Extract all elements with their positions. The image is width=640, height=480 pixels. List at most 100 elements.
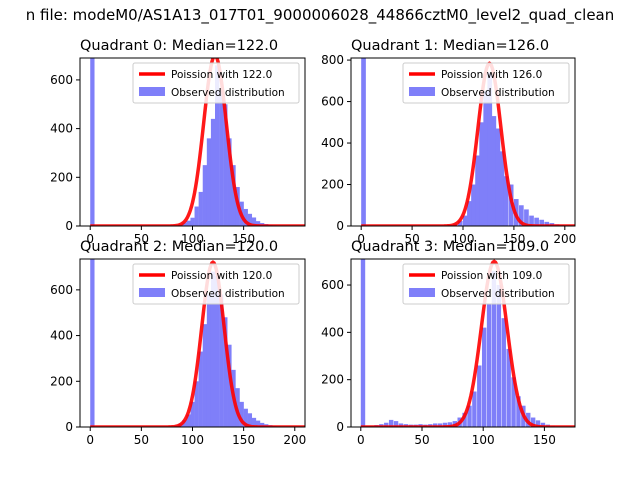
y-tick-label: 400 <box>321 325 344 339</box>
histogram-bar <box>457 220 463 226</box>
legend-label-curve: Poission with 109.0 <box>441 270 542 282</box>
histogram-bar <box>529 215 534 226</box>
histogram-bar <box>223 317 228 427</box>
histogram-bar <box>442 422 448 427</box>
x-tick-label: 200 <box>283 433 306 447</box>
legend: Poission with 122.0 Observed distribution <box>132 62 300 104</box>
y-tick-label: 0 <box>336 420 344 434</box>
histogram-bar <box>190 217 195 226</box>
y-tick-label: 200 <box>321 373 344 387</box>
x-tick-label: 150 <box>232 232 255 246</box>
legend: Poission with 109.0 Observed distribution <box>402 263 570 305</box>
histogram-bar <box>519 205 524 226</box>
histogram-bar <box>186 220 191 226</box>
histogram-bar <box>540 422 546 427</box>
histogram-bar <box>475 155 480 226</box>
histogram-bar <box>227 138 232 226</box>
legend-patch-swatch <box>139 87 165 96</box>
y-tick-label: 600 <box>50 283 73 297</box>
histogram-bar <box>503 176 509 226</box>
histogram-bar <box>539 219 545 226</box>
x-tick-label: 100 <box>181 232 204 246</box>
histogram-bar <box>384 422 389 427</box>
y-tick-label: 600 <box>321 278 344 292</box>
histogram-bar <box>202 165 208 226</box>
subplot-2: 0 50 100 150 200 0 200 400 600 Quadrant 2: Median… <box>50 239 306 447</box>
y-tick-label: 200 <box>50 374 73 388</box>
poisson-curve <box>90 260 305 427</box>
histogram-bar <box>495 128 501 226</box>
legend-label-curve: Poission with 122.0 <box>171 69 272 81</box>
histogram-bar <box>255 221 261 226</box>
histogram-bar <box>231 165 236 226</box>
x-tick-label: 50 <box>414 433 429 447</box>
histogram-bar <box>506 348 511 427</box>
subplot-0: 0 50 100 150 0 200 400 600 Quadrant 0: Median=12… <box>50 38 306 246</box>
y-tick-label: 800 <box>321 53 344 67</box>
subplot-title: Quadrant 3: Median=109.0 <box>351 239 549 255</box>
histogram-bar <box>481 327 487 427</box>
histogram-bar <box>398 423 404 427</box>
histogram-bar <box>516 396 521 427</box>
y-tick-label: 0 <box>65 420 73 434</box>
legend-patch-swatch <box>409 288 435 297</box>
subplot-title: Quadrant 0: Median=122.0 <box>80 38 278 54</box>
legend-label-hist: Observed distribution <box>171 87 285 99</box>
y-tick-label: 600 <box>50 73 73 87</box>
histogram-bar <box>198 191 203 226</box>
histogram-bar <box>491 270 497 427</box>
y-tick-label: 600 <box>321 95 344 109</box>
histogram-bar <box>243 408 248 427</box>
histogram-bar <box>186 414 191 427</box>
histogram-bar <box>499 151 505 226</box>
legend-label-hist: Observed distribution <box>441 288 555 300</box>
y-tick-label: 400 <box>321 136 344 150</box>
poisson-curve <box>90 58 305 226</box>
histogram-bar <box>206 294 212 427</box>
legend-patch-swatch <box>409 87 435 96</box>
legend: Poission with 126.0 Observed distribution <box>402 62 570 104</box>
histogram-bar <box>487 72 493 226</box>
panels: 0 50 100 150 0 200 400 600 Quadrant 0: Median=12… <box>50 38 576 447</box>
x-tick-label: 0 <box>86 232 94 246</box>
histogram-bar <box>215 65 220 226</box>
histogram-bar <box>194 206 199 226</box>
x-tick-label: 0 <box>86 433 94 447</box>
histogram-bar <box>194 381 199 427</box>
legend-box <box>132 263 300 305</box>
x-tick-label: 50 <box>134 232 149 246</box>
histogram-bar <box>239 401 244 427</box>
histogram-bar <box>219 294 224 427</box>
histogram-bar <box>210 271 216 427</box>
figure-suptitle: n file: modeM0/AS1A13_017T01_9000006028_… <box>26 6 615 25</box>
histogram-bar <box>190 401 195 427</box>
histogram-bar <box>501 318 506 427</box>
x-tick-label: 100 <box>452 232 475 246</box>
y-tick-label: 400 <box>50 329 73 343</box>
histogram-bar <box>472 391 477 427</box>
y-tick-label: 200 <box>50 170 73 184</box>
legend-label-curve: Poission with 126.0 <box>441 69 542 81</box>
histogram-bar <box>182 420 187 427</box>
legend-label-curve: Poission with 120.0 <box>171 270 272 282</box>
histogram-bar <box>535 420 541 427</box>
x-tick-label: 50 <box>134 433 149 447</box>
x-tick-label: 100 <box>472 433 495 447</box>
legend-label-hist: Observed distribution <box>441 87 555 99</box>
y-tick-label: 0 <box>65 219 73 233</box>
histogram-bar <box>255 420 261 427</box>
x-tick-label: 150 <box>232 433 255 447</box>
histogram-bar <box>477 365 482 427</box>
histogram-bar <box>251 417 257 427</box>
subplot-1: 0 50 100 150 200 0 200 400 600 800 Quadrant 1: Med… <box>321 38 576 246</box>
legend-box <box>402 62 570 104</box>
histogram-bar <box>90 58 95 226</box>
histogram-bar <box>247 213 253 226</box>
histogram-bar <box>247 413 253 427</box>
legend-box <box>132 62 300 104</box>
x-tick-label: 100 <box>181 433 204 447</box>
histogram-bar <box>467 405 472 427</box>
histogram-bars <box>361 58 565 226</box>
subplot-title: Quadrant 1: Median=126.0 <box>351 38 549 54</box>
